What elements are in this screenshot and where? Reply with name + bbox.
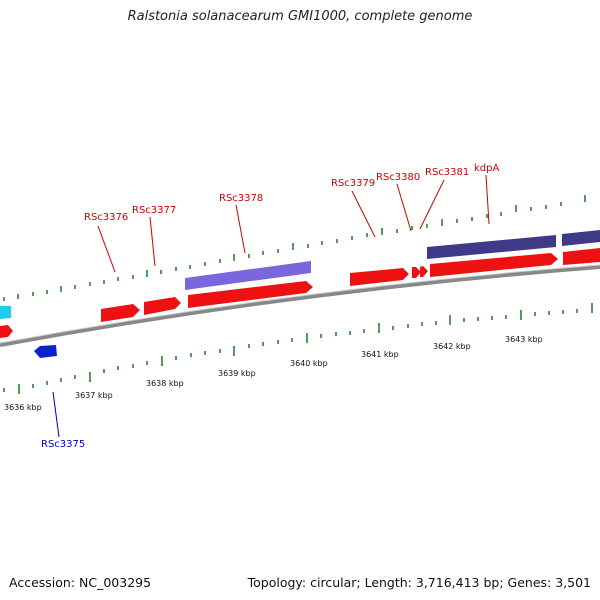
- cds-rsc3380-b[interactable]: [420, 266, 428, 277]
- tick-label: 3643 kbp: [505, 335, 543, 344]
- genome-summary-text: Topology: circular; Length: 3,716,413 bp…: [247, 575, 591, 590]
- tick-label: 3636 kbp: [4, 403, 42, 412]
- cds-rsc3379[interactable]: [350, 268, 409, 286]
- forward-feature-rsc3378[interactable]: [185, 261, 311, 290]
- map-title: Ralstonia solanacearum GMI1000, complete…: [127, 9, 473, 24]
- reverse-cds-rsc3375[interactable]: [34, 345, 57, 358]
- gene-label-rsc3381[interactable]: RSc3381: [425, 167, 469, 178]
- label-leader-rsc3375: [52, 391, 60, 438]
- cds-rsc3380-a[interactable]: [412, 267, 421, 278]
- lower-tick-track: [3, 303, 593, 394]
- tick-label: 3637 kbp: [75, 391, 113, 400]
- cds-kdpa[interactable]: [430, 253, 558, 277]
- gene-label-rsc3375[interactable]: RSc3375: [41, 439, 85, 450]
- tick-label: 3639 kbp: [218, 369, 256, 378]
- forward-feature-right[interactable]: [562, 230, 600, 246]
- cds-rsc3377[interactable]: [144, 297, 181, 315]
- gene-label-kdpa[interactable]: kdpA: [474, 163, 499, 174]
- gene-label-rsc3376[interactable]: RSc3376: [84, 212, 128, 223]
- gene-label-rsc3378[interactable]: RSc3378: [219, 193, 263, 204]
- tick-labels: 3636 kbp 3637 kbp 3638 kbp 3639 kbp 3640…: [4, 335, 543, 412]
- reverse-cds-cyan[interactable]: [0, 306, 11, 319]
- gene-label-rsc3379[interactable]: RSc3379: [331, 178, 375, 189]
- genome-backbone: [0, 265, 600, 347]
- genome-backbone-highlight: [0, 264, 600, 344]
- accession-text: Accession: NC_003295: [9, 575, 152, 590]
- cds-rsc3378[interactable]: [188, 281, 313, 308]
- tick-label: 3638 kbp: [146, 379, 184, 388]
- forward-feature-kdpa[interactable]: [427, 235, 556, 259]
- tick-label: 3641 kbp: [361, 350, 399, 359]
- gene-label-rsc3377[interactable]: RSc3377: [132, 205, 176, 216]
- cds-rsc3376[interactable]: [101, 304, 140, 322]
- cds-left-edge[interactable]: [0, 325, 13, 338]
- gene-label-rsc3380[interactable]: RSc3380: [376, 172, 420, 183]
- upper-tick-track: [3, 195, 586, 301]
- forward-cds-track: [0, 248, 600, 338]
- label-leaders-forward: [97, 174, 490, 273]
- tick-label: 3642 kbp: [433, 342, 471, 351]
- tick-label: 3640 kbp: [290, 359, 328, 368]
- cds-right-edge[interactable]: [563, 248, 600, 265]
